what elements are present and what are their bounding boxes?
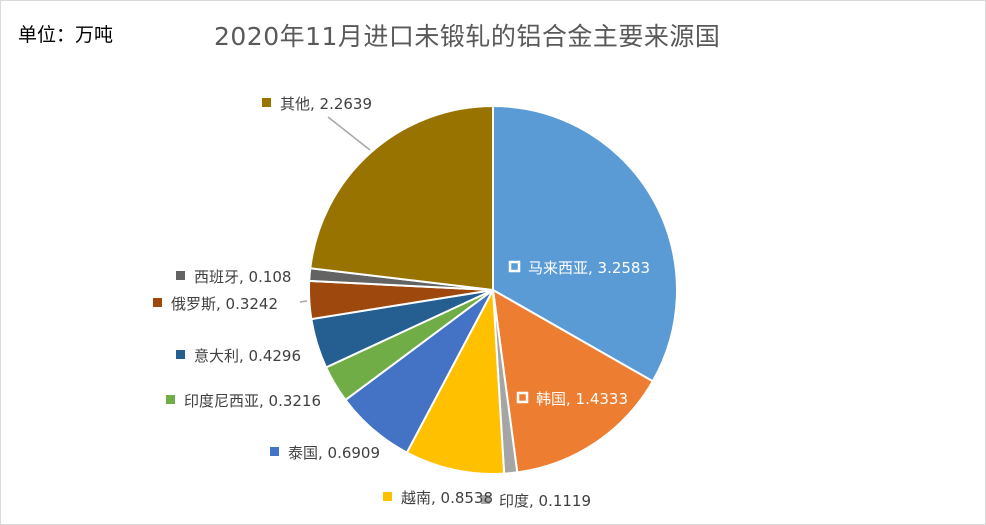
data-label-7: 俄罗斯, 0.3242 <box>153 295 278 313</box>
data-label-8: 西班牙, 0.108 <box>176 268 291 286</box>
data-label-1: 韩国, 1.4333 <box>516 390 628 408</box>
data-label-text-2: 印度, 0.1119 <box>499 492 591 510</box>
data-label-3: 越南, 0.8538 <box>383 489 493 507</box>
legend-key-9 <box>262 98 271 107</box>
data-label-text-4: 泰国, 0.6909 <box>288 444 380 462</box>
pie-slice-3 <box>405 286 506 475</box>
data-label-text-0: 马来西亚, 3.2583 <box>528 259 650 277</box>
legend-key-7 <box>153 298 162 307</box>
leader-line-9 <box>327 116 371 151</box>
legend-key-8 <box>176 271 185 280</box>
data-label-0: 马来西亚, 3.2583 <box>508 259 650 277</box>
data-label-text-7: 俄罗斯, 0.3242 <box>171 295 278 313</box>
data-label-text-6: 意大利, 0.4296 <box>194 347 301 365</box>
data-label-2: 印度, 0.1119 <box>481 492 591 510</box>
chart-title: 2020年11月进口未锻轧的铝合金主要来源国 <box>214 22 721 51</box>
legend-key-4 <box>270 447 279 456</box>
legend-key-2 <box>481 495 490 504</box>
data-label-9: 其他, 2.2639 <box>262 95 372 113</box>
legend-key-5 <box>166 395 175 404</box>
data-label-4: 泰国, 0.6909 <box>270 444 380 462</box>
legend-key-0 <box>508 260 521 273</box>
data-label-text-1: 韩国, 1.4333 <box>536 390 628 408</box>
legend-key-6 <box>176 350 185 359</box>
data-label-text-3: 越南, 0.8538 <box>401 489 493 507</box>
data-label-text-8: 西班牙, 0.108 <box>194 268 291 286</box>
unit-label: 单位：万吨 <box>18 24 114 46</box>
pie-slice-1 <box>491 288 655 474</box>
data-label-text-5: 印度尼西亚, 0.3216 <box>184 392 321 410</box>
data-label-6: 意大利, 0.4296 <box>176 347 301 365</box>
pie-slice-9 <box>309 104 494 292</box>
legend-key-3 <box>383 492 392 501</box>
data-label-5: 印度尼西亚, 0.3216 <box>166 392 321 410</box>
pie-slice-0 <box>492 104 678 383</box>
data-label-text-9: 其他, 2.2639 <box>280 95 372 113</box>
leader-line-7 <box>299 300 308 303</box>
legend-key-1 <box>516 391 529 404</box>
